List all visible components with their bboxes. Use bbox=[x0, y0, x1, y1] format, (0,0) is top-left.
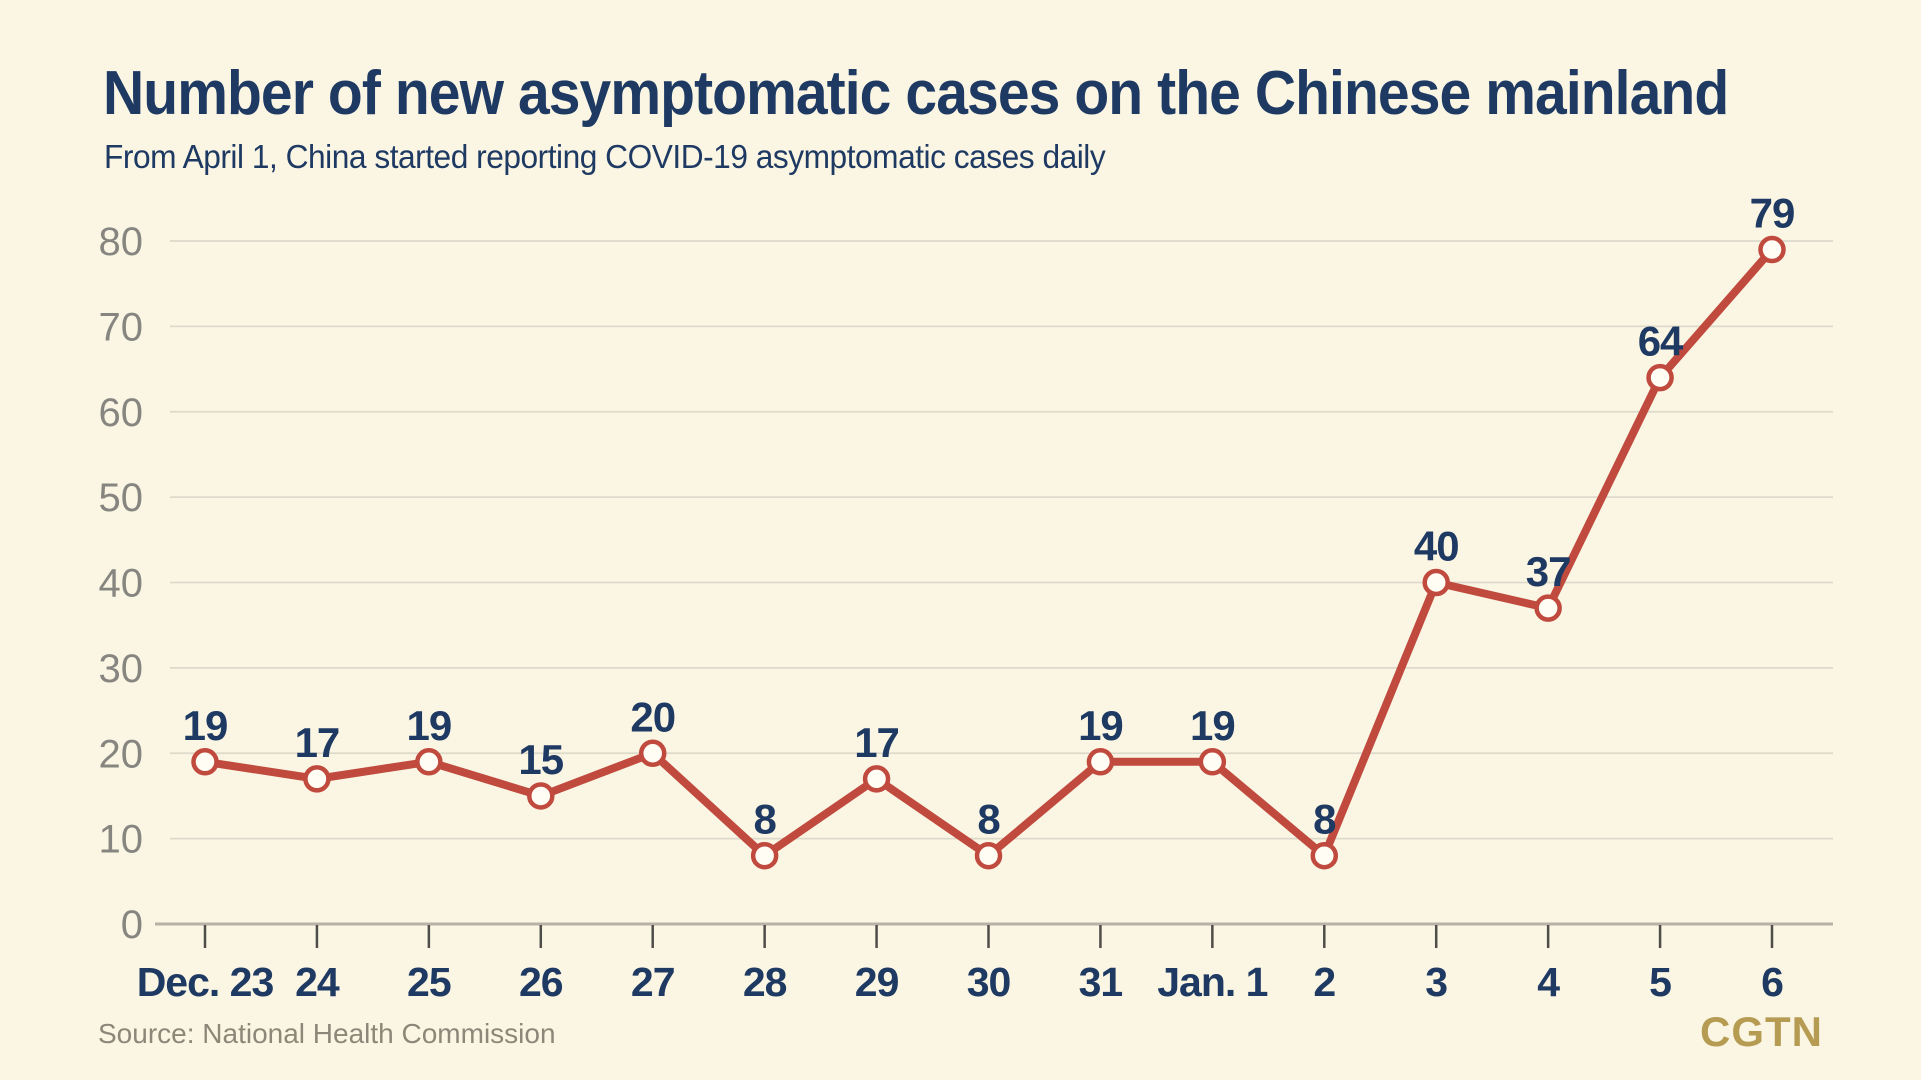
x-axis-label: 31 bbox=[1079, 959, 1123, 1005]
data-label: 8 bbox=[1313, 796, 1336, 843]
data-label: 8 bbox=[753, 796, 776, 843]
y-axis-label: 20 bbox=[99, 732, 144, 776]
x-axis-label: 26 bbox=[519, 959, 563, 1005]
data-label: 20 bbox=[630, 693, 675, 740]
data-point-marker bbox=[638, 739, 667, 767]
x-axis-label: 6 bbox=[1761, 959, 1783, 1005]
data-label: 17 bbox=[295, 719, 340, 766]
y-axis-label: 50 bbox=[99, 476, 144, 520]
data-label: 64 bbox=[1638, 318, 1684, 365]
data-label: 19 bbox=[1190, 702, 1235, 749]
x-axis-label: 27 bbox=[631, 959, 675, 1005]
data-label: 79 bbox=[1750, 190, 1795, 237]
data-label: 19 bbox=[406, 702, 451, 749]
data-point-marker bbox=[1758, 235, 1786, 264]
x-axis-label: 3 bbox=[1425, 959, 1447, 1005]
data-label: 15 bbox=[518, 736, 563, 783]
chart-title: Number of new asymptomatic cases on the … bbox=[103, 59, 1729, 128]
data-point-marker bbox=[415, 748, 443, 776]
data-point-marker bbox=[1310, 841, 1339, 870]
x-axis-label: 29 bbox=[855, 959, 899, 1005]
y-axis-label: 40 bbox=[99, 562, 144, 606]
x-axis-label: 25 bbox=[407, 959, 451, 1005]
x-axis-label: Jan. 1 bbox=[1157, 959, 1267, 1005]
data-label: 37 bbox=[1526, 548, 1571, 595]
data-label: 8 bbox=[977, 796, 1000, 843]
y-axis-label: 70 bbox=[99, 305, 144, 349]
x-axis-label: 5 bbox=[1649, 959, 1671, 1005]
y-axis-label: 0 bbox=[121, 903, 143, 947]
data-point-marker bbox=[1646, 363, 1674, 392]
data-point-marker bbox=[862, 765, 891, 793]
data-label: 40 bbox=[1414, 523, 1459, 570]
data-point-marker bbox=[1198, 748, 1227, 776]
x-axis-label: 2 bbox=[1313, 959, 1335, 1005]
data-point-marker bbox=[974, 841, 1003, 870]
data-label: 19 bbox=[1078, 702, 1123, 749]
data-point-marker bbox=[527, 782, 555, 810]
source-attribution: Source: National Health Commission bbox=[98, 1018, 556, 1049]
data-point-marker bbox=[1534, 594, 1562, 622]
x-axis-label: Dec. 23 bbox=[137, 959, 274, 1005]
x-axis-label: 28 bbox=[743, 959, 787, 1005]
x-axis-label: 24 bbox=[295, 959, 340, 1005]
data-point-marker bbox=[191, 748, 219, 776]
y-axis-label: 80 bbox=[99, 220, 144, 264]
data-point-marker bbox=[1086, 748, 1115, 776]
chart-subtitle: From April 1, China started reporting CO… bbox=[104, 138, 1106, 175]
data-label: 17 bbox=[854, 719, 899, 766]
data-point-marker bbox=[303, 765, 331, 793]
data-point-marker bbox=[1422, 568, 1450, 597]
x-axis-label: 30 bbox=[967, 959, 1011, 1005]
cgtn-logo: CGTN bbox=[1700, 1008, 1823, 1055]
data-point-marker bbox=[750, 841, 779, 870]
data-label: 19 bbox=[183, 702, 228, 749]
x-axis-label: 4 bbox=[1537, 959, 1560, 1005]
y-axis-label: 60 bbox=[99, 391, 144, 435]
y-axis-label: 10 bbox=[99, 818, 144, 862]
y-axis-label: 30 bbox=[99, 647, 144, 691]
